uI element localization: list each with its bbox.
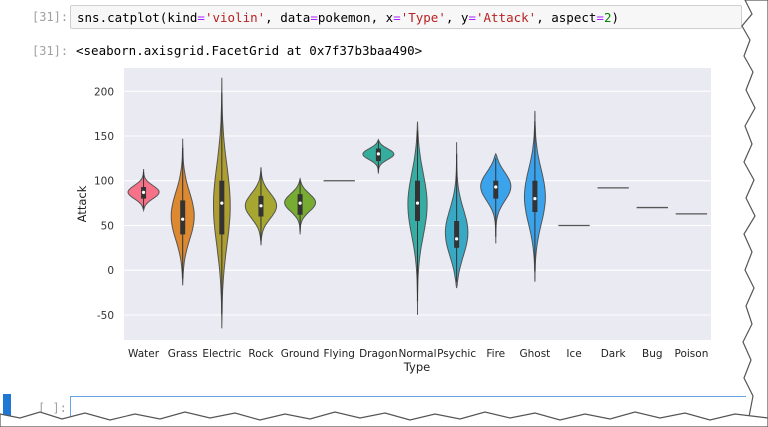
violin-box [219, 180, 225, 235]
code-token: aspect [551, 10, 597, 25]
x-tick-label: Electric [202, 348, 241, 360]
violin-median [181, 217, 185, 221]
y-tick-label: 0 [107, 265, 114, 277]
violin-box [180, 200, 186, 235]
code-token: x [385, 10, 394, 25]
violin-box [532, 180, 538, 213]
x-tick-label: Poison [675, 348, 709, 360]
code-token: , [265, 10, 281, 25]
violin-box [415, 180, 420, 221]
code-token: = [197, 10, 205, 25]
x-tick-label: Normal [399, 348, 437, 360]
x-tick-label: Psychic [437, 348, 476, 360]
output-prompt: [31]: [32, 44, 69, 58]
input-prompt: [31]: [32, 10, 69, 24]
violin-median [220, 201, 224, 205]
x-tick-label: Grass [168, 348, 198, 360]
code-token: pokemon [317, 10, 371, 25]
violin-group [127, 77, 708, 329]
code-token: 'Type' [400, 10, 446, 25]
x-tick-label: Bug [642, 348, 663, 360]
code-cell-input[interactable]: sns.catplot(kind='violin', data=pokemon,… [70, 5, 742, 29]
x-tick-label: Ground [281, 348, 320, 360]
code-token: = [596, 10, 604, 25]
code-token: kind [167, 10, 198, 25]
violin-median [141, 190, 146, 194]
selected-cell-indicator [3, 394, 11, 427]
empty-code-cell[interactable] [70, 396, 746, 426]
code-token: = [310, 10, 318, 25]
x-tick-label: Fire [486, 348, 505, 360]
x-tick-label: Ice [566, 348, 581, 360]
code-token: 2 [603, 10, 612, 25]
violin-median [494, 185, 498, 189]
code-token: = [393, 10, 401, 25]
x-tick-label: Dragon [359, 348, 398, 360]
violin-median [376, 152, 380, 156]
code-token: data [280, 10, 311, 25]
code-token: , [370, 10, 386, 25]
code-token: , [536, 10, 552, 25]
y-tick-label: 50 [101, 220, 114, 232]
violin-median [259, 204, 263, 208]
code-token: 'violin' [204, 10, 266, 25]
y-axis-label: Attack [75, 185, 89, 222]
violin-median [455, 237, 459, 241]
violin-box [493, 180, 499, 199]
code-token: 'Attack' [475, 10, 537, 25]
x-tick-labels: Water Grass Electric Rock Ground Flying Dragon… [128, 348, 708, 360]
code-text: sns.catplot(kind='violin', data=pokemon,… [77, 10, 619, 25]
y-tick-label: 200 [94, 86, 114, 98]
code-token: , [445, 10, 461, 25]
y-tick-labels: -50 0 50 100 150 200 [94, 86, 114, 322]
violin-median [298, 201, 302, 205]
code-token: sns.catplot( [77, 10, 168, 25]
code-token: y [460, 10, 469, 25]
violin-median [533, 197, 537, 201]
violin-box [454, 221, 460, 248]
y-tick-label: 150 [94, 131, 114, 143]
x-tick-label: Flying [324, 348, 355, 360]
x-tick-label: Dark [601, 348, 627, 360]
x-tick-label: Rock [248, 348, 274, 360]
violin-median [415, 201, 420, 205]
x-axis-label: Type [403, 360, 430, 374]
code-token: ) [611, 10, 619, 25]
y-tick-label: -50 [97, 310, 114, 322]
empty-cell-prompt: [ ]: [38, 401, 67, 415]
y-tick-label: 100 [94, 176, 114, 188]
output-text: <seaborn.axisgrid.FacetGrid at 0x7f37b3b… [76, 43, 423, 58]
x-tick-label: Water [128, 348, 160, 360]
x-tick-label: Ghost [519, 348, 550, 360]
code-token: = [468, 10, 476, 25]
